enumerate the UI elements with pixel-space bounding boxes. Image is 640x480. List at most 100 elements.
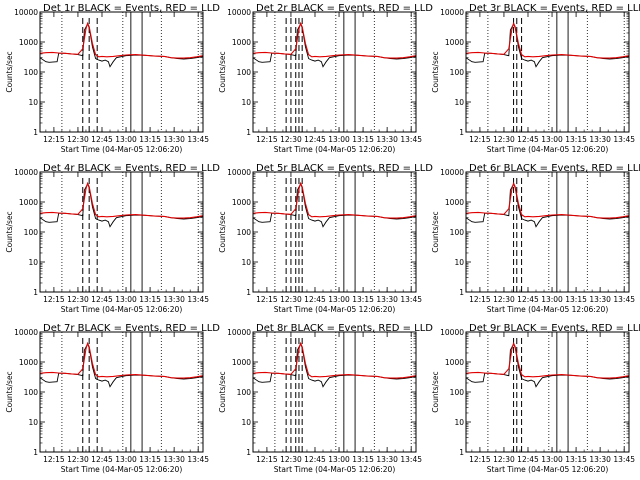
x-tick-label: 12:30	[67, 135, 89, 144]
x-tick-label: 12:30	[280, 135, 302, 144]
y-tick-label: 1000	[445, 198, 464, 207]
plot-frame	[39, 171, 204, 293]
y-tick-label: 100	[24, 68, 39, 77]
x-tick-label: 13:45	[400, 135, 422, 144]
panel-1: Det 1r BLACK = Events, RED = LLD 1 10 100 10…	[5, 3, 220, 154]
y-tick-label: 1	[459, 448, 464, 457]
series-events-line	[40, 342, 203, 388]
x-tick-label: 13:15	[565, 295, 587, 304]
series-lld-line	[40, 181, 203, 219]
series-events-line	[466, 342, 629, 388]
x-tick-label: 12:15	[469, 295, 491, 304]
y-tick-label: 1	[246, 448, 251, 457]
y-tick-label: 100	[450, 388, 465, 397]
panel-8: Det 8r BLACK = Events, RED = LLD 1 10 100 10…	[218, 323, 433, 474]
x-tick-label: 13:30	[376, 455, 398, 464]
x-tick-label: 13:30	[589, 295, 611, 304]
x-tick-label: 13:45	[187, 135, 209, 144]
x-tick-label: 12:45	[304, 135, 326, 144]
panel-5: Det 5r BLACK = Events, RED = LLD 1 10 100 10…	[218, 163, 433, 314]
series-events-line	[253, 182, 416, 228]
x-tick-label: 13:45	[187, 295, 209, 304]
x-tick-label: 12:45	[304, 455, 326, 464]
panel-7: Det 7r BLACK = Events, RED = LLD 1 10 100 10…	[5, 323, 220, 474]
y-tick-label: 1000	[19, 198, 38, 207]
x-tick-label: 12:30	[67, 455, 89, 464]
panel-title: Det 3r BLACK = Events, RED = LLD	[469, 3, 640, 14]
x-tick-label: 12:15	[43, 135, 65, 144]
x-tick-label: 12:30	[493, 295, 515, 304]
x-tick-label: 12:45	[91, 135, 113, 144]
x-tick-label: 13:15	[352, 135, 374, 144]
series-lld-line	[40, 341, 203, 379]
x-tick-label: 13:45	[400, 295, 422, 304]
y-tick-label: 1	[33, 128, 38, 137]
y-tick-label: 100	[24, 228, 39, 237]
panel-6: Det 6r BLACK = Events, RED = LLD 1 10 100 10…	[431, 163, 640, 314]
y-tick-label: 10	[454, 258, 464, 267]
plot-frame	[465, 331, 630, 453]
panel-title: Det 9r BLACK = Events, RED = LLD	[469, 323, 640, 334]
x-tick-label: 13:00	[541, 295, 563, 304]
x-tick-label: 12:15	[469, 455, 491, 464]
x-tick-label: 13:45	[613, 455, 635, 464]
y-tick-label: 10000	[440, 8, 464, 17]
plot-frame	[252, 331, 417, 453]
y-tick-label: 10000	[440, 328, 464, 337]
series-events-line	[40, 22, 203, 68]
x-axis-label: Start Time (04-Mar-05 12:06:20)	[61, 145, 183, 154]
series-lld-line	[40, 21, 203, 59]
y-tick-label: 1	[459, 128, 464, 137]
x-tick-label: 13:30	[376, 295, 398, 304]
y-tick-label: 10	[28, 258, 38, 267]
y-axis-label: Counts/sec	[218, 371, 227, 412]
x-tick-label: 12:45	[517, 295, 539, 304]
x-tick-label: 13:30	[163, 135, 185, 144]
y-tick-label: 100	[450, 68, 465, 77]
x-tick-label: 13:30	[163, 455, 185, 464]
x-axis-label: Start Time (04-Mar-05 12:06:20)	[61, 305, 183, 314]
x-tick-label: 12:30	[280, 455, 302, 464]
x-tick-label: 13:45	[613, 135, 635, 144]
series-lld-line	[253, 341, 416, 379]
x-tick-label: 12:45	[517, 455, 539, 464]
x-tick-label: 13:15	[139, 295, 161, 304]
panel-title: Det 2r BLACK = Events, RED = LLD	[256, 3, 433, 14]
y-tick-label: 1	[246, 128, 251, 137]
panel-title: Det 1r BLACK = Events, RED = LLD	[43, 3, 220, 14]
y-tick-label: 10000	[227, 328, 251, 337]
x-tick-label: 13:45	[187, 455, 209, 464]
x-tick-label: 12:45	[91, 455, 113, 464]
x-tick-label: 12:15	[43, 455, 65, 464]
plot-frame	[39, 11, 204, 133]
x-tick-label: 13:00	[115, 295, 137, 304]
y-tick-label: 1	[246, 288, 251, 297]
x-tick-label: 13:15	[139, 455, 161, 464]
series-lld-line	[466, 181, 629, 219]
y-tick-label: 10	[454, 418, 464, 427]
y-tick-label: 1000	[232, 38, 251, 47]
series-events-line	[253, 22, 416, 68]
x-tick-label: 12:30	[493, 135, 515, 144]
plot-frame	[39, 331, 204, 453]
y-tick-label: 10	[241, 418, 251, 427]
panel-title: Det 8r BLACK = Events, RED = LLD	[256, 323, 433, 334]
y-tick-label: 10000	[14, 8, 38, 17]
x-tick-label: 13:00	[328, 455, 350, 464]
x-tick-label: 13:00	[328, 295, 350, 304]
y-tick-label: 10000	[14, 168, 38, 177]
panel-title: Det 4r BLACK = Events, RED = LLD	[43, 163, 220, 174]
x-tick-label: 12:45	[304, 295, 326, 304]
x-tick-label: 13:45	[613, 295, 635, 304]
y-tick-label: 10000	[14, 328, 38, 337]
y-tick-label: 10	[454, 98, 464, 107]
series-lld-line	[253, 181, 416, 219]
x-axis-label: Start Time (04-Mar-05 12:06:20)	[487, 145, 609, 154]
series-events-line	[253, 342, 416, 388]
series-events-line	[40, 182, 203, 228]
y-tick-label: 1000	[232, 358, 251, 367]
x-tick-label: 13:15	[565, 135, 587, 144]
y-tick-label: 1	[33, 288, 38, 297]
y-tick-label: 1000	[19, 38, 38, 47]
